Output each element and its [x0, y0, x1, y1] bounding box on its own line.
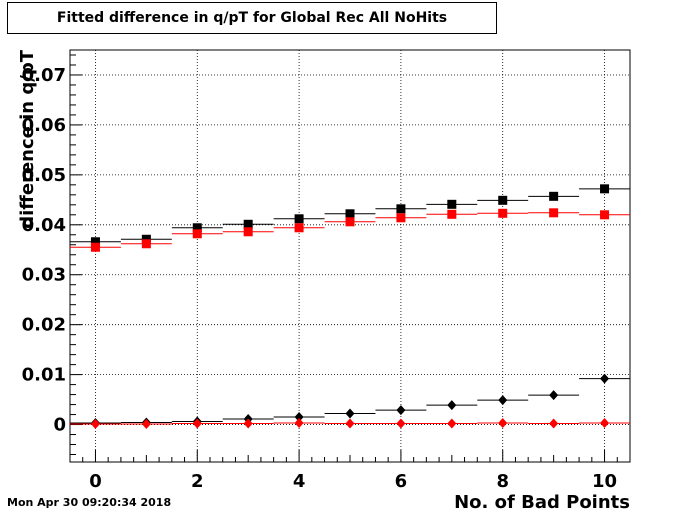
- series-0-point: [90, 237, 100, 247]
- series-0-point: [243, 219, 253, 229]
- y-tick-label: 0.02: [22, 315, 66, 336]
- series-0-point: [396, 204, 406, 214]
- series-1-point: [345, 217, 355, 227]
- series-3-point: [141, 419, 151, 430]
- series-1-point: [447, 209, 457, 219]
- series-3-point: [498, 418, 508, 429]
- series-2-point: [447, 400, 457, 411]
- y-axis-title: difference in q/pT: [17, 49, 38, 228]
- series-1-point: [396, 213, 406, 223]
- series-3-point: [192, 418, 202, 429]
- y-tick-label: 0: [53, 415, 66, 436]
- x-tick-label: 8: [496, 471, 509, 492]
- series-2-point: [549, 390, 559, 401]
- y-tick-label: 0.06: [22, 115, 66, 136]
- series-2-point: [294, 412, 304, 423]
- x-tick-label: 10: [592, 471, 617, 492]
- timestamp: Mon Apr 30 09:20:34 2018: [7, 496, 172, 509]
- series-2-point: [345, 408, 355, 419]
- series-2-point: [396, 405, 406, 416]
- x-tick-label: 2: [191, 471, 204, 492]
- series-3-point: [600, 418, 610, 429]
- series-0-point: [498, 195, 508, 205]
- series-1-point: [600, 210, 610, 220]
- series-3-point: [396, 418, 406, 429]
- series-3-point: [294, 418, 304, 429]
- series-3-point: [549, 418, 559, 429]
- series-1-point: [90, 242, 100, 252]
- series-3-point: [447, 418, 457, 429]
- series-1-point: [192, 229, 202, 239]
- y-tick-label: 0.04: [22, 215, 66, 236]
- y-tick-label: 0.03: [22, 265, 66, 286]
- series-3-point: [243, 418, 253, 429]
- y-tick-label: 0.05: [22, 165, 66, 186]
- chart-title: Fitted difference in q/pT for Global Rec…: [56, 10, 448, 26]
- y-tick-label: 0.01: [22, 365, 66, 386]
- series-0-point: [549, 191, 559, 201]
- series-2-point: [600, 373, 610, 384]
- series-0-point: [447, 199, 457, 209]
- series-1-point: [294, 223, 304, 233]
- x-tick-label: 6: [395, 471, 408, 492]
- series-1-point: [141, 239, 151, 249]
- series-3-point: [90, 419, 100, 430]
- series-0-point: [345, 209, 355, 219]
- series-1-point: [243, 227, 253, 237]
- series-1-point: [498, 208, 508, 218]
- x-axis-title: No. of Bad Points: [454, 492, 630, 513]
- y-tick-label: 0.07: [22, 65, 66, 86]
- x-tick-label: 4: [293, 471, 306, 492]
- series-0-point: [294, 214, 304, 224]
- series-2-point: [498, 395, 508, 406]
- series-0-point: [600, 184, 610, 194]
- series-1-point: [549, 208, 559, 218]
- x-tick-label: 0: [89, 471, 102, 492]
- chart-title-box: Fitted difference in q/pT for Global Rec…: [7, 2, 497, 34]
- plot-frame: [69, 49, 631, 463]
- series-0-point: [192, 223, 202, 233]
- series-3-point: [345, 418, 355, 429]
